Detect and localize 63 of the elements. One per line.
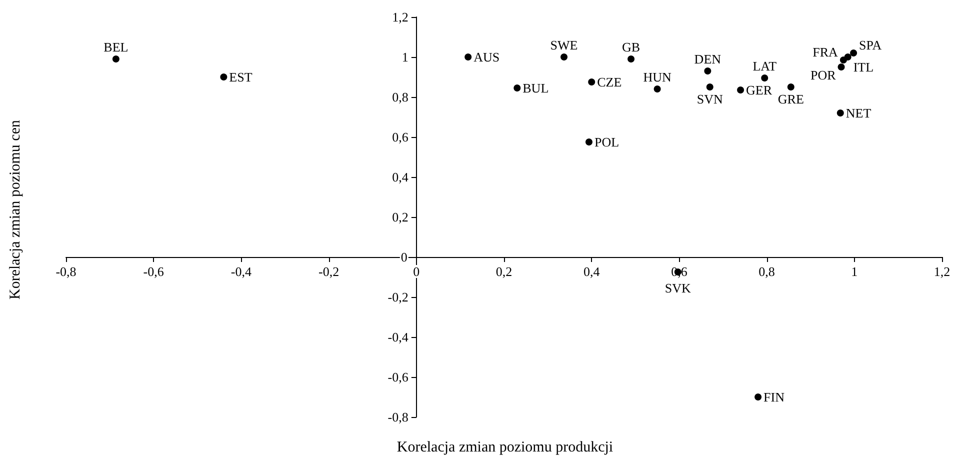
x-tick-label: 1 (851, 264, 858, 279)
y-tick-label: 0,2 (392, 210, 408, 224)
point (706, 84, 714, 90)
point (850, 50, 858, 56)
point (560, 54, 568, 60)
point (836, 110, 844, 116)
data-label: GER (746, 82, 772, 98)
data-label: ITL (853, 60, 874, 74)
y-axis-title: Korelacja zmian poziomu cen (8, 120, 24, 300)
data-label: FIN (764, 390, 786, 404)
point (588, 78, 596, 86)
point (761, 74, 768, 82)
point (654, 86, 661, 92)
data-label: SPA (859, 38, 882, 52)
y-tick-label: 0,6 (392, 130, 409, 144)
x-axis-title: Korelacja zmian poziomu produkcji (396, 440, 614, 456)
point (464, 54, 472, 60)
data-label: BEL (104, 40, 128, 54)
x-tick-label: 0,4 (583, 264, 600, 279)
x-tick-label: -0,2 (318, 264, 340, 279)
x-tick-label: -0,4 (230, 264, 252, 279)
data-label: AUS (474, 50, 500, 64)
y-tick-label: 1,2 (392, 10, 408, 24)
data-label: SVK (664, 280, 692, 296)
data-label: HUN (643, 70, 672, 84)
data-label: BUL (522, 80, 549, 96)
y-tick-label: 0 (400, 250, 408, 264)
data-label: EST (229, 70, 252, 84)
y-tick-label: -0,8 (388, 410, 408, 424)
data-label: SWE (550, 38, 578, 52)
point (787, 84, 794, 90)
data-label: GB (622, 40, 640, 54)
point (112, 56, 120, 62)
y-tick-label: -0,6 (388, 370, 409, 384)
x-tick-label: 0 (413, 264, 420, 279)
point (585, 138, 592, 146)
x-tick-label: 0,8 (758, 264, 775, 279)
data-label: POR (810, 68, 836, 82)
y-tick-label: 0,4 (392, 170, 409, 184)
x-tick-label: -0,6 (143, 264, 164, 279)
point (220, 74, 228, 80)
data-label: GRE (778, 92, 804, 106)
point (514, 84, 521, 92)
y-tick-label: -0,4 (388, 330, 409, 344)
point (838, 64, 845, 70)
data-label: POL (594, 134, 620, 150)
data-label: SVN (696, 92, 724, 106)
x-tick-label: 1,2 (934, 264, 950, 279)
x-tick-label: 0,2 (496, 264, 512, 279)
data-label: DEN (694, 52, 722, 66)
y-tick-label: -0,2 (388, 290, 408, 304)
data-label: FRA (812, 44, 839, 60)
data-label: NET (846, 106, 872, 120)
point (754, 394, 762, 400)
data-label: LAT (752, 58, 777, 74)
data-label: CZE (597, 74, 622, 90)
y-tick-label: 0,8 (392, 90, 408, 104)
point (704, 68, 712, 74)
y-tick-label: 1 (402, 50, 408, 64)
point (737, 86, 744, 94)
point (628, 56, 635, 62)
point (844, 54, 852, 60)
x-tick-label: -0,8 (56, 264, 76, 279)
